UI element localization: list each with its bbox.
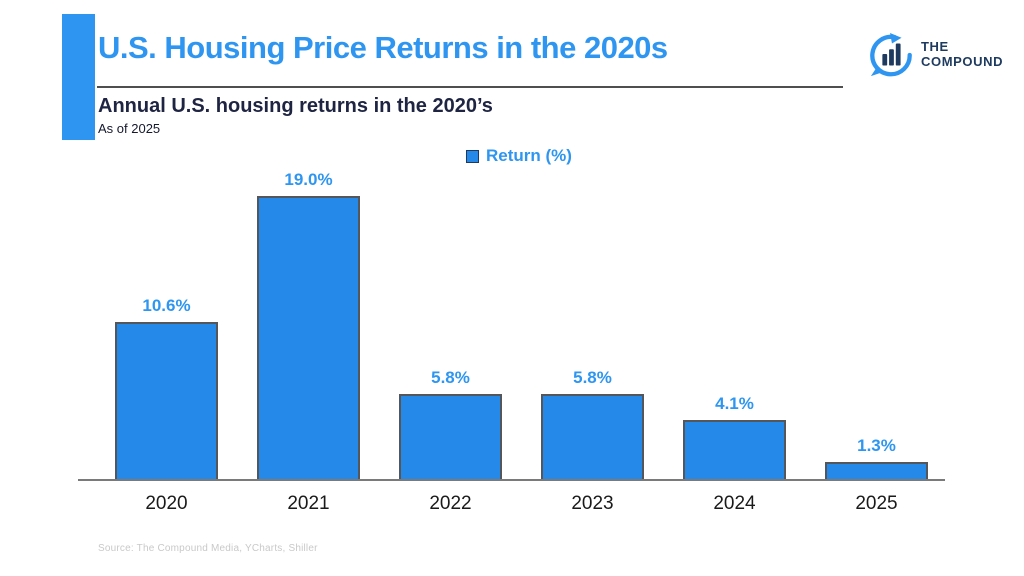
x-axis-label-2022: 2022: [429, 493, 472, 514]
x-axis-line: [78, 479, 945, 481]
bar-value-label-2021: 19.0%: [284, 170, 333, 189]
logo-text-line1: THE: [921, 39, 949, 55]
x-axis-labels: 2020 2021 2022 2023 2024 2025: [115, 481, 928, 515]
bar-group-2025: 1.3%: [825, 435, 928, 481]
bars-container: 10.6% 19.0% 5.8% 5.8% 4.1% 1.3%: [115, 170, 928, 481]
bar-group-2020: 10.6%: [115, 296, 218, 481]
logo-text: THE COMPOUND: [921, 39, 1004, 70]
bar-group-2024: 4.1%: [683, 393, 786, 481]
title-accent-bar: [62, 14, 95, 140]
bar-group-2022: 5.8%: [399, 368, 502, 481]
bar-value-label-2023: 5.8%: [573, 368, 612, 387]
legend-label: Return (%): [486, 146, 572, 165]
source-note: Source: The Compound Media, YCharts, Shi…: [98, 543, 318, 554]
chart-legend: Return (%): [466, 146, 572, 166]
bar-value-label-2024: 4.1%: [715, 393, 754, 413]
logo-text-line2: COMPOUND: [921, 54, 1004, 69]
legend-swatch-icon: [466, 149, 479, 163]
bar-2020: [115, 322, 218, 481]
compound-chart-bubble-icon: [870, 32, 912, 77]
bar-2021: [257, 196, 360, 481]
page-title: U.S. Housing Price Returns in the 2020s: [98, 30, 668, 65]
bar-value-label-2022: 5.8%: [431, 368, 470, 387]
x-axis-label-2021: 2021: [287, 493, 330, 514]
bar-value-label-2025: 1.3%: [857, 435, 896, 455]
chart-subtitle: Annual U.S. housing returns in the 2020’…: [98, 95, 493, 117]
x-axis-label-2024: 2024: [713, 493, 756, 514]
x-axis-label-2023: 2023: [571, 493, 614, 514]
x-axis-label-2025: 2025: [855, 493, 898, 514]
bar-2024: [683, 419, 786, 481]
bar-group-2021: 19.0%: [257, 170, 360, 481]
bar-2022: [399, 394, 502, 481]
title-divider: [97, 86, 843, 88]
compound-logo: THE COMPOUND: [868, 32, 1003, 78]
x-axis-label-2020: 2020: [145, 493, 188, 514]
as-of-label: As of 2025: [98, 121, 161, 136]
bar-group-2023: 5.8%: [541, 368, 644, 481]
bar-2023: [541, 394, 644, 481]
bar-value-label-2020: 10.6%: [142, 296, 191, 315]
bar-chart: 10.6% 19.0% 5.8% 5.8% 4.1% 1.3% 2020 2021 2022 2…: [78, 170, 945, 514]
